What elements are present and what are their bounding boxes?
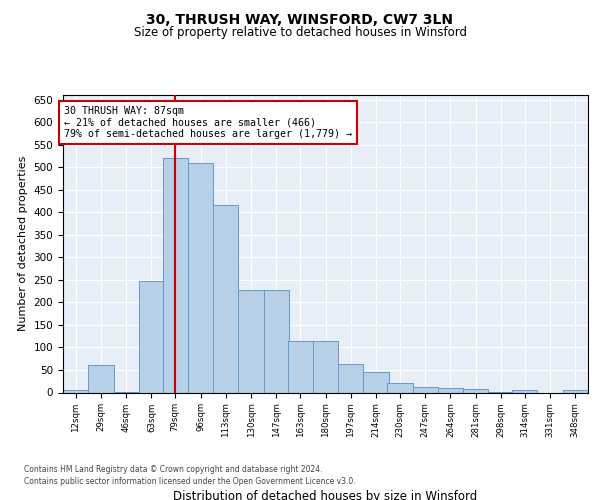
Bar	[188, 162, 213, 392]
Bar	[364, 372, 389, 392]
Text: 30 THRUSH WAY: 87sqm
← 21% of detached houses are smaller (466)
79% of semi-deta: 30 THRUSH WAY: 87sqm ← 21% of detached h…	[64, 106, 352, 140]
Bar	[163, 158, 188, 392]
Y-axis label: Number of detached properties: Number of detached properties	[18, 156, 28, 332]
Bar	[313, 340, 338, 392]
Text: Size of property relative to detached houses in Winsford: Size of property relative to detached ho…	[133, 26, 467, 39]
Bar	[563, 390, 588, 392]
Text: 30, THRUSH WAY, WINSFORD, CW7 3LN: 30, THRUSH WAY, WINSFORD, CW7 3LN	[146, 12, 454, 26]
Text: Contains HM Land Registry data © Crown copyright and database right 2024.: Contains HM Land Registry data © Crown c…	[24, 466, 323, 474]
Bar	[287, 340, 313, 392]
Bar	[463, 389, 488, 392]
Bar	[264, 290, 289, 393]
Bar	[338, 364, 364, 392]
X-axis label: Distribution of detached houses by size in Winsford: Distribution of detached houses by size …	[173, 490, 478, 500]
Bar	[213, 206, 238, 392]
Bar	[88, 366, 113, 392]
Bar	[238, 290, 264, 393]
Bar	[512, 390, 538, 392]
Bar	[438, 388, 463, 392]
Text: Contains public sector information licensed under the Open Government Licence v3: Contains public sector information licen…	[24, 476, 356, 486]
Bar	[139, 280, 164, 392]
Bar	[387, 382, 413, 392]
Bar	[413, 387, 438, 392]
Bar	[63, 390, 88, 392]
